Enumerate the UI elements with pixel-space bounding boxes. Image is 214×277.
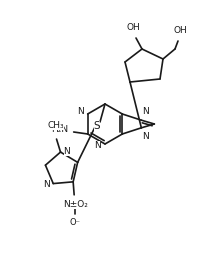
Text: N: N bbox=[64, 147, 70, 156]
Text: N±O₂: N±O₂ bbox=[63, 200, 88, 209]
Text: N: N bbox=[77, 107, 84, 117]
Text: N: N bbox=[142, 132, 149, 141]
Text: OH: OH bbox=[173, 26, 187, 35]
Text: S: S bbox=[94, 121, 100, 131]
Text: N: N bbox=[43, 180, 50, 189]
Text: N: N bbox=[142, 107, 149, 116]
Text: CH₃: CH₃ bbox=[47, 121, 64, 130]
Text: OH: OH bbox=[126, 23, 140, 32]
Text: O⁻: O⁻ bbox=[70, 218, 81, 227]
Text: H₂N: H₂N bbox=[52, 125, 69, 135]
Text: N: N bbox=[94, 140, 101, 150]
